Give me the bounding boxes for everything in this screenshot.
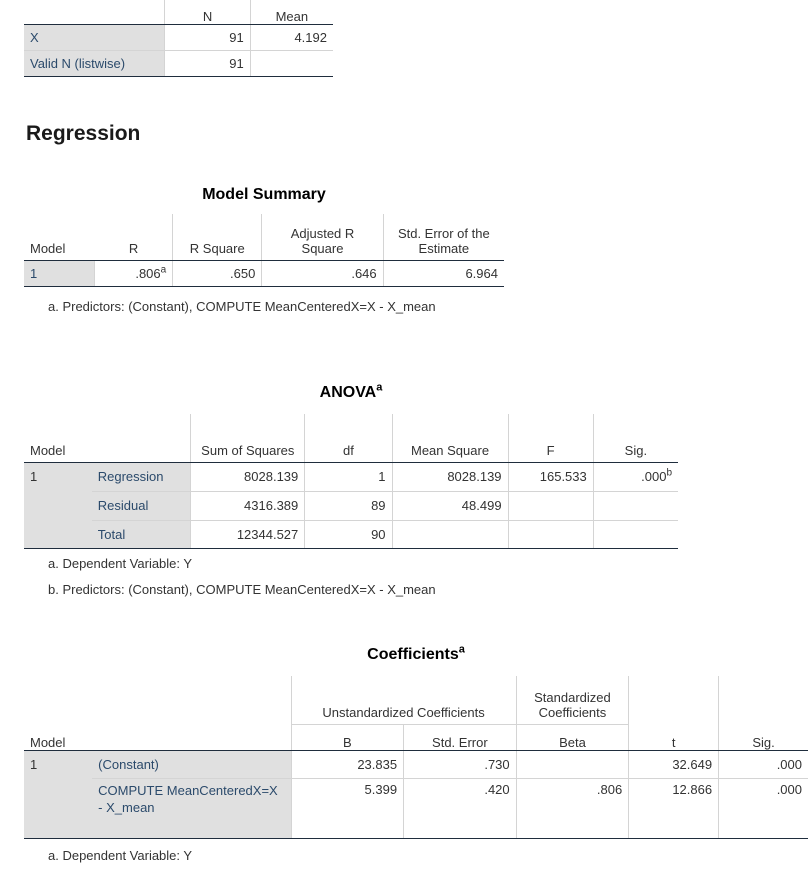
- col-sig-header: Sig.: [592, 414, 678, 463]
- col-se-header: Std. Error: [403, 724, 517, 751]
- cell-df: 89: [304, 491, 393, 521]
- cell-ss: 4316.389: [190, 491, 305, 521]
- col-model-header: Model: [24, 414, 92, 463]
- row-label: Regression: [91, 462, 191, 492]
- footnote-marker: b: [666, 467, 672, 479]
- coefficients-title: Coefficientsa: [367, 643, 465, 663]
- coefficients-table: Unstandardized Coefficients Standardized…: [24, 676, 808, 839]
- descriptives-table: N Mean X 91 4.192 Valid N (listwise) 91: [24, 0, 333, 77]
- std-coef-header: Standardized Coefficients: [515, 676, 629, 725]
- anova-title: ANOVAa: [319, 381, 383, 401]
- col-f-header: F: [507, 414, 594, 463]
- row-label: (Constant): [92, 750, 291, 779]
- footnote-marker: a: [458, 643, 465, 656]
- anova-footnote-a: a. Dependent Variable: Y: [48, 556, 193, 571]
- col-model-header: Model: [24, 214, 95, 261]
- cell-n: 91: [164, 24, 251, 51]
- model-summary-footnote: a. Predictors: (Constant), COMPUTE MeanC…: [48, 299, 436, 314]
- model-summary-title: Model Summary: [202, 186, 326, 203]
- cell-t: 12.866: [628, 778, 719, 839]
- cell-f: [507, 491, 594, 521]
- cell-r: .806a: [94, 260, 173, 287]
- cell-ms: [391, 520, 509, 549]
- footnote-marker: a: [376, 381, 383, 394]
- cell-b: 23.835: [290, 750, 404, 779]
- cell-f: [507, 520, 594, 549]
- cell-mean: 4.192: [249, 24, 333, 51]
- cell-sig: .000: [718, 778, 808, 839]
- col-ms-header: Mean Square: [391, 414, 509, 463]
- col-std-error-header: Std. Error of the Estimate: [382, 214, 504, 261]
- cell-mean: [249, 50, 333, 77]
- cell-ms: 8028.139: [391, 462, 509, 492]
- cell-sig: [592, 520, 678, 549]
- row-label: COMPUTE MeanCenteredX=X - X_mean: [92, 778, 291, 839]
- row-label: Total: [91, 520, 191, 549]
- cell-sig: .000: [718, 750, 808, 779]
- cell-t: 32.649: [628, 750, 719, 779]
- cell-sig: [592, 491, 678, 521]
- col-t-header: t: [628, 724, 719, 751]
- col-rsquare-header: R Square: [172, 214, 262, 261]
- cell-se: .730: [403, 750, 517, 779]
- unstd-coef-header: Unstandardized Coefficients: [290, 676, 517, 725]
- row-label: Residual: [91, 491, 191, 521]
- row-label: Valid N (listwise): [24, 50, 165, 77]
- col-b-header: B: [290, 724, 404, 751]
- model-summary-table: Model R R Square Adjusted R Square Std. …: [24, 214, 504, 287]
- cell-b: 5.399: [290, 778, 404, 839]
- cell-sig: .000b: [592, 462, 678, 492]
- cell-std-error: 6.964: [382, 260, 504, 287]
- model-number: 1: [24, 750, 93, 839]
- col-ss-header: Sum of Squares: [190, 414, 305, 463]
- col-sig-header: Sig.: [718, 724, 808, 751]
- cell-f: 165.533: [507, 462, 594, 492]
- anova-footnote-b: b. Predictors: (Constant), COMPUTE MeanC…: [48, 582, 436, 597]
- col-df-header: df: [304, 414, 393, 463]
- model-number: 1: [24, 260, 95, 287]
- cell-df: 1: [304, 462, 393, 492]
- cell-df: 90: [304, 520, 393, 549]
- cell-ss: 8028.139: [190, 462, 305, 492]
- cell-ss: 12344.527: [190, 520, 305, 549]
- cell-beta: [515, 750, 629, 779]
- cell-n: 91: [164, 50, 251, 77]
- cell-se: .420: [403, 778, 517, 839]
- col-model-header: Model: [24, 724, 93, 751]
- col-r-header: R: [94, 214, 173, 261]
- col-n-header: N: [164, 0, 251, 25]
- cell-beta: .806: [515, 778, 629, 839]
- cell-ms: 48.499: [391, 491, 509, 521]
- section-title: Regression: [26, 122, 141, 145]
- model-number: 1: [24, 462, 92, 549]
- col-beta-header: Beta: [515, 724, 629, 751]
- anova-table: Model Sum of Squares df Mean Square F Si…: [24, 414, 678, 549]
- col-mean-header: Mean: [249, 0, 333, 25]
- coefficients-footnote: a. Dependent Variable: Y: [48, 848, 193, 863]
- footnote-marker: a: [160, 264, 167, 276]
- row-label: X: [24, 24, 165, 51]
- cell-adj-rsquare: .646: [261, 260, 384, 287]
- cell-rsquare: .650: [172, 260, 262, 287]
- col-adj-rsquare-header: Adjusted R Square: [261, 214, 384, 261]
